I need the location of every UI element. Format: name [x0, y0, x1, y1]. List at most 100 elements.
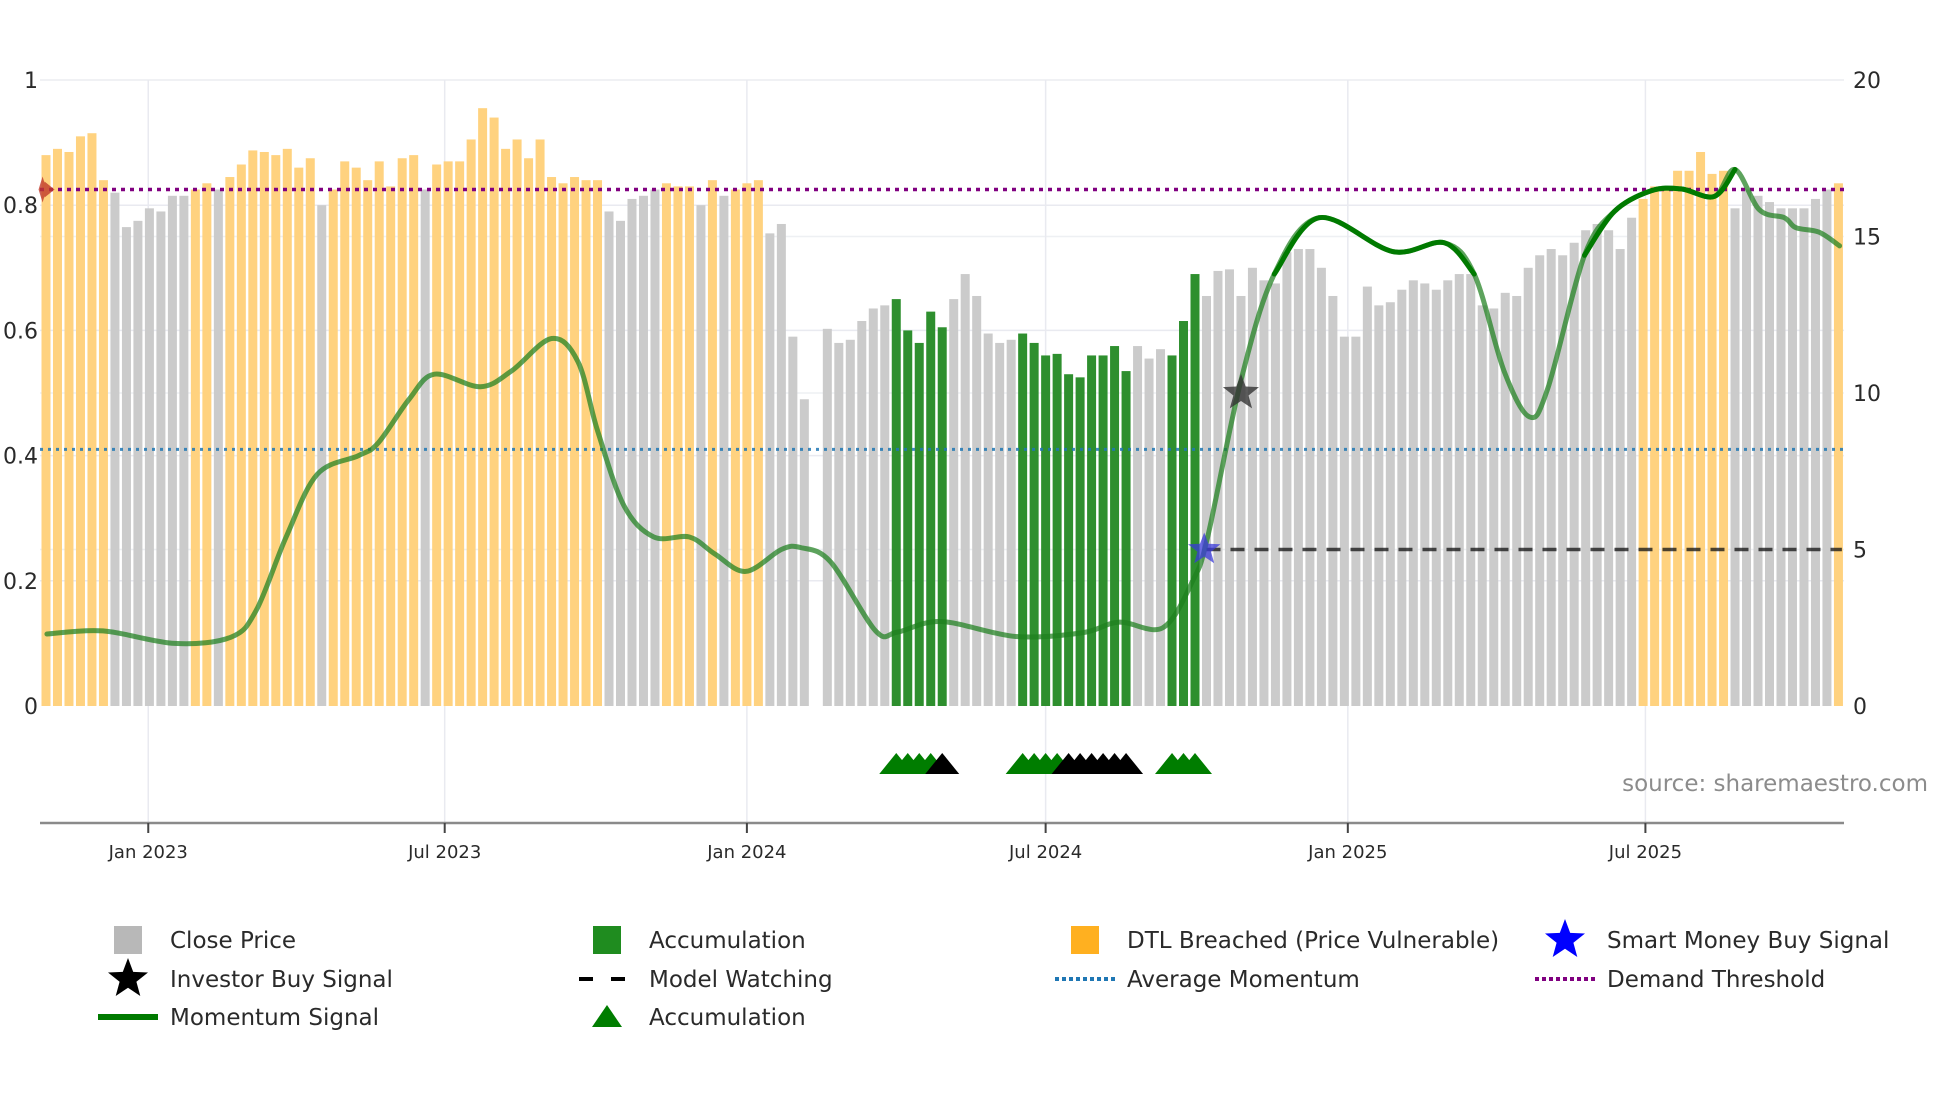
right-axis-tick-label: 5 — [1853, 539, 1867, 564]
start-diamond-marker — [38, 176, 55, 203]
right-axis-tick-label: 0 — [1853, 695, 1867, 720]
reference-lines — [38, 176, 1844, 552]
close-bar — [121, 227, 131, 707]
dtl-bar — [673, 186, 683, 707]
x-axis-tick-label: Jan 2024 — [706, 842, 786, 863]
close-bar — [1730, 208, 1740, 706]
legend-star-icon — [1545, 919, 1585, 957]
accumulation-bar — [1041, 355, 1051, 706]
dtl-bar — [294, 167, 304, 706]
black-accumulation-triangle-icon — [1109, 753, 1144, 774]
legend-label: Model Watching — [649, 967, 833, 993]
close-bar — [1787, 208, 1797, 706]
legend-label: Accumulation — [649, 1005, 806, 1031]
x-axis-tick-label: Jul 2025 — [1608, 842, 1682, 863]
close-bar — [949, 299, 959, 706]
close-bar — [1201, 295, 1211, 706]
accumulation-bar — [1018, 333, 1028, 706]
close-bar — [1144, 358, 1154, 706]
green-accumulation-triangle-icon — [1178, 753, 1212, 774]
dtl-bar — [236, 164, 246, 706]
close-bar — [1592, 223, 1602, 707]
close-bar — [972, 295, 982, 706]
dtl-bar — [1638, 198, 1648, 706]
dtl-bar — [684, 186, 694, 707]
close-bar — [1753, 195, 1763, 706]
close-bar — [765, 233, 775, 706]
close-bar — [1512, 295, 1522, 706]
accumulation-bar — [1121, 371, 1131, 706]
close-bar — [1270, 283, 1280, 706]
close-bar — [1765, 202, 1774, 706]
dtl-bar — [202, 183, 212, 707]
accumulation-bar — [1087, 355, 1097, 706]
dtl-bar — [1719, 170, 1729, 706]
close-bar — [179, 195, 189, 706]
close-bar — [638, 195, 648, 706]
dtl-bar — [593, 180, 603, 706]
x-axis-tick-label: Jul 2024 — [1008, 842, 1082, 863]
left-axis-tick-label: 0.2 — [3, 570, 38, 595]
dtl-bar — [1650, 186, 1660, 707]
dtl-bar — [190, 189, 200, 707]
close-bar — [1420, 283, 1430, 706]
close-bar — [1489, 308, 1499, 706]
left-axis-tick-label: 0 — [24, 695, 38, 720]
dtl-bar — [581, 180, 591, 706]
dtl-bar — [753, 180, 763, 706]
dtl-bar — [432, 164, 442, 706]
close-bar — [983, 333, 993, 706]
dtl-bar — [87, 133, 97, 706]
dtl-bar — [1833, 183, 1843, 707]
dtl-bar — [386, 186, 396, 707]
close-bar — [1362, 286, 1372, 706]
right-axis-tick-label: 15 — [1853, 226, 1881, 251]
dtl-bar — [570, 177, 580, 706]
accumulation-bar — [914, 342, 924, 706]
price-bars — [41, 108, 1843, 707]
legend: Close Price Accumulation DTL Breached (Pri… — [98, 919, 1889, 1031]
close-bar — [1500, 292, 1510, 706]
accumulation-bar — [1064, 374, 1074, 706]
close-bar — [1133, 346, 1143, 706]
legend-label: DTL Breached (Price Vulnerable) — [1127, 928, 1499, 954]
close-bar — [1293, 249, 1303, 706]
dtl-bar — [466, 139, 476, 707]
close-bar — [627, 198, 637, 706]
close-bar — [1328, 295, 1338, 706]
legend-square-icon — [593, 926, 621, 954]
close-bar — [156, 211, 166, 706]
accumulation-bar — [937, 327, 947, 706]
dtl-bar — [397, 158, 407, 706]
close-bar — [1776, 208, 1786, 706]
legend-label: Demand Threshold — [1607, 967, 1825, 993]
legend-label: Average Momentum — [1127, 967, 1360, 993]
close-bar — [1443, 280, 1453, 706]
legend-square-icon — [114, 926, 142, 954]
close-bar — [1810, 198, 1820, 706]
close-bar — [1569, 242, 1579, 706]
close-bar — [719, 195, 729, 706]
close-bar — [799, 399, 809, 706]
dtl-bar — [730, 189, 740, 707]
dtl-bar — [340, 161, 350, 706]
close-bar — [1259, 280, 1269, 706]
close-bar — [1408, 280, 1418, 706]
close-bar — [1351, 336, 1361, 706]
x-axis-tick-label: Jul 2023 — [407, 842, 481, 863]
legend-star-icon — [108, 958, 148, 996]
legend-item: Average Momentum — [1055, 967, 1360, 993]
close-bar — [1523, 267, 1533, 706]
legend-label: Smart Money Buy Signal — [1607, 928, 1889, 954]
dtl-bar — [489, 117, 499, 706]
dtl-bar — [547, 177, 557, 706]
close-bar — [1305, 249, 1315, 706]
close-bar — [1466, 274, 1476, 706]
close-bar — [1581, 230, 1591, 707]
close-bar — [213, 189, 223, 707]
close-bar — [1558, 255, 1568, 706]
dtl-bar — [707, 180, 717, 706]
close-bar — [1339, 336, 1349, 706]
